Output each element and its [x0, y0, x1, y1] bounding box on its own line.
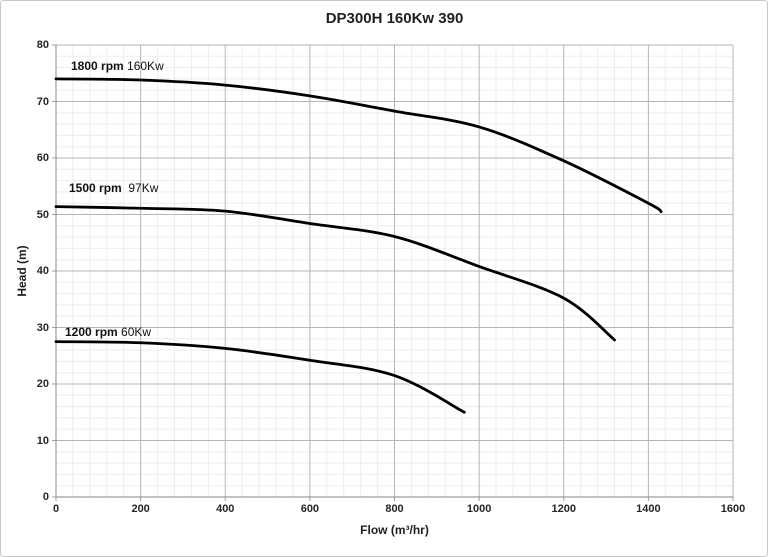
series-curve-1 [54, 205, 616, 342]
x-tick-label: 400 [216, 503, 235, 515]
y-tick-label: 10 [36, 434, 49, 447]
x-tick-label: 1400 [636, 503, 661, 515]
series-curve-0 [54, 77, 663, 214]
x-tick-label: 1200 [551, 503, 576, 515]
x-tick-label: 0 [52, 503, 60, 515]
x-tick-label: 600 [300, 503, 320, 515]
series-label-1500rpm-bold: 1500 rpm [69, 181, 122, 195]
chart-title: DP300H 160Kw 390 [325, 10, 464, 27]
series-label-1200rpm-rest: 60Kw [117, 325, 152, 339]
curve-1500-rpm [54, 205, 616, 342]
x-tick-label: 800 [385, 503, 404, 515]
y-tick-label: 70 [36, 95, 49, 108]
series-label-1800rpm-bold: 1800 rpm [71, 59, 124, 73]
curve-1200-rpm [54, 340, 466, 414]
y-tick-label: 20 [36, 378, 49, 390]
series-label-1500rpm: 1500 rpm 97Kw [69, 181, 158, 195]
y-tick-label: 0 [42, 491, 49, 503]
y-tick-label: 80 [36, 39, 49, 51]
y-tick-label: 30 [36, 321, 49, 334]
y-tick-label: 50 [36, 208, 49, 221]
x-tick-label: 1000 [466, 503, 492, 515]
y-tick-label: 40 [36, 265, 49, 277]
x-tick-label: 200 [131, 503, 150, 515]
x-axis-title: Flow (m³/hr) [360, 523, 429, 537]
series-label-1500rpm-rest: 97Kw [121, 181, 159, 195]
major-gridlines [56, 44, 734, 497]
series-label-1200rpm: 1200 rpm 60Kw [65, 325, 151, 339]
curve-1800-rpm [54, 77, 663, 214]
series-label-1800rpm-rest: 160Kw [123, 59, 164, 73]
series-label-1800rpm: 1800 rpm 160Kw [71, 59, 164, 73]
series-curve-2 [54, 340, 466, 414]
y-tick-label: 60 [36, 152, 49, 164]
axes [52, 44, 734, 501]
series-label-1200rpm-bold: 1200 rpm [65, 325, 118, 339]
x-tick-label: 1600 [720, 503, 746, 515]
